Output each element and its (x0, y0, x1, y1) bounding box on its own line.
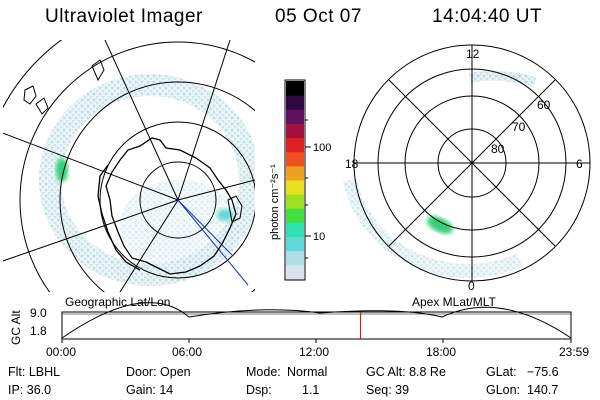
alt-ylabel: GC Alt (9, 310, 23, 345)
colorbar-cell (286, 137, 304, 153)
door-info: Door: Open (126, 365, 191, 379)
colorbar: 100 10 photon cm⁻²s⁻¹ (269, 79, 331, 281)
mlat-60-label: 60 (537, 98, 551, 112)
mlat-80-label: 80 (491, 142, 505, 156)
colorbar-cell (286, 250, 304, 266)
date-label: 05 Oct 07 (275, 6, 362, 27)
instrument-title: Ultraviolet Imager (45, 6, 203, 27)
colorbar-cell (286, 151, 304, 167)
ip-info: IP: 36.0 (8, 383, 52, 397)
x-tick-2359: 23:59 (559, 345, 589, 359)
mlt-0-label: 0 (468, 279, 475, 293)
mlat-70-label: 70 (512, 120, 526, 134)
geographic-map (3, 40, 255, 292)
colorbar-cell (286, 81, 304, 96)
colorbar-tick-10: 10 (313, 231, 325, 243)
alt-tick-low: 1.8 (30, 324, 47, 338)
x-tick-0600: 06:00 (172, 345, 202, 359)
dsp-label: Dsp: (246, 383, 272, 397)
glat-label: GLat: (486, 365, 517, 379)
gc-alt-info: GC Alt: 8.8 Re (366, 365, 446, 379)
alt-tick-high: 9.0 (30, 306, 47, 320)
mlt-18-label: 18 (345, 157, 359, 171)
mlt-12-label: 12 (466, 47, 480, 61)
seq-info: Seq: 39 (366, 383, 410, 397)
glon-value: 140.7 (527, 383, 559, 397)
mode-label: Mode: (246, 365, 281, 379)
glat-value: −75.6 (527, 365, 559, 379)
x-tick-0000: 00:00 (46, 345, 76, 359)
colorbar-cell (286, 194, 304, 209)
colorbar-label: photon cm⁻²s⁻¹ (269, 164, 281, 240)
colorbar-cell (286, 236, 304, 252)
glon-label: GLon: (486, 383, 521, 397)
colorbar-cell (286, 208, 304, 223)
x-tick-1200: 12:00 (299, 345, 329, 359)
apex-map-label: Apex MLat/MLT (412, 295, 496, 309)
colorbar-cell (286, 165, 304, 181)
colorbar-cell (286, 180, 304, 195)
altitude-plot: 9.0 1.8 GC Alt 00:00 06:00 12:00 18:00 2… (9, 302, 589, 359)
x-tick-1800: 18:00 (426, 345, 456, 359)
colorbar-tick-100: 100 (313, 142, 331, 154)
apex-polar-plot: 12 18 6 0 60 70 80 (343, 44, 591, 293)
mode-value: Normal (287, 365, 328, 379)
colorbar-cell (286, 222, 304, 238)
filter-info: Flt: LBHL (8, 365, 61, 379)
emission-spot (56, 158, 68, 182)
antarctica-outline (105, 137, 237, 275)
geo-map-label: Geographic Lat/Lon (65, 295, 170, 309)
gain-info: Gain: 14 (126, 383, 174, 397)
colorbar-cell (286, 123, 304, 139)
colorbar-cell (286, 95, 304, 110)
dsp-value: 1.1 (302, 383, 320, 397)
time-label: 14:04:40 UT (432, 6, 543, 27)
colorbar-cell (286, 264, 304, 280)
colorbar-cell (286, 109, 304, 124)
mlt-6-label: 6 (576, 157, 583, 171)
